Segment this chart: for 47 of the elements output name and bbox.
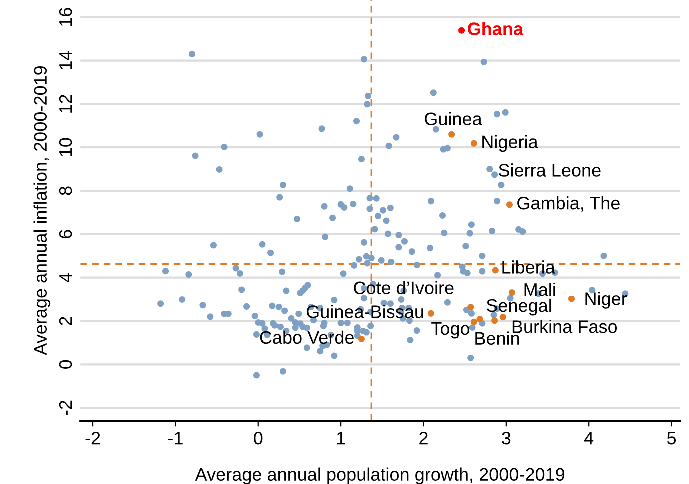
point (508, 290, 516, 296)
point (448, 131, 456, 138)
point (468, 304, 474, 311)
point (428, 310, 434, 317)
annotation: Niger (586, 292, 628, 309)
point (458, 27, 466, 34)
annotation: Senegal (486, 298, 552, 316)
annotation: Nigeria (482, 135, 538, 152)
point (470, 318, 478, 326)
annotation: Sierra Leone (499, 164, 601, 177)
y-tick-label: 6 (59, 230, 72, 239)
x-tick-label: 2 (420, 432, 428, 445)
y-tick-label: 8 (59, 186, 72, 196)
y-tick-label: -2 (59, 400, 72, 416)
annotation: Gambia, The (518, 196, 620, 212)
annotation: Benin (476, 332, 520, 346)
x-tick-label: -2 (86, 432, 100, 445)
y-tick-label: 2 (59, 317, 72, 326)
x-tick-label: 1 (337, 432, 346, 445)
annotation: Cote d’Ivoire (354, 281, 454, 295)
y-tick-label: 0 (59, 360, 72, 369)
annotation: Guinea-Bissau (306, 305, 424, 318)
point (358, 336, 365, 343)
point (470, 140, 478, 147)
x-tick-label: 0 (254, 432, 263, 445)
annotation: Guinea (425, 112, 482, 126)
annotation: Mali (524, 283, 556, 296)
point (492, 318, 498, 324)
annotation: Liberia (502, 260, 556, 274)
y-tick-label: 12 (59, 95, 72, 113)
annotation: Cabo Verde (260, 330, 354, 344)
x-tick-label: 3 (502, 432, 511, 445)
point (492, 267, 499, 274)
x-tick-label: 5 (667, 432, 676, 445)
point (476, 316, 484, 323)
y-tick-label: 16 (59, 8, 72, 26)
x-tick-label: 4 (584, 432, 594, 445)
y-tick-label: 10 (59, 138, 72, 156)
annotation: Togo (432, 322, 470, 339)
y-tick-label: 4 (60, 273, 72, 282)
point (568, 296, 575, 302)
point (506, 202, 513, 208)
x-tick-label: -1 (168, 432, 183, 445)
y-axis-title: Average annual inflation, 2000-2019 (34, 66, 51, 356)
annotation: Burkina Faso (512, 320, 618, 334)
annotation: Ghana (468, 22, 524, 36)
y-tick-label: 14 (60, 51, 72, 70)
